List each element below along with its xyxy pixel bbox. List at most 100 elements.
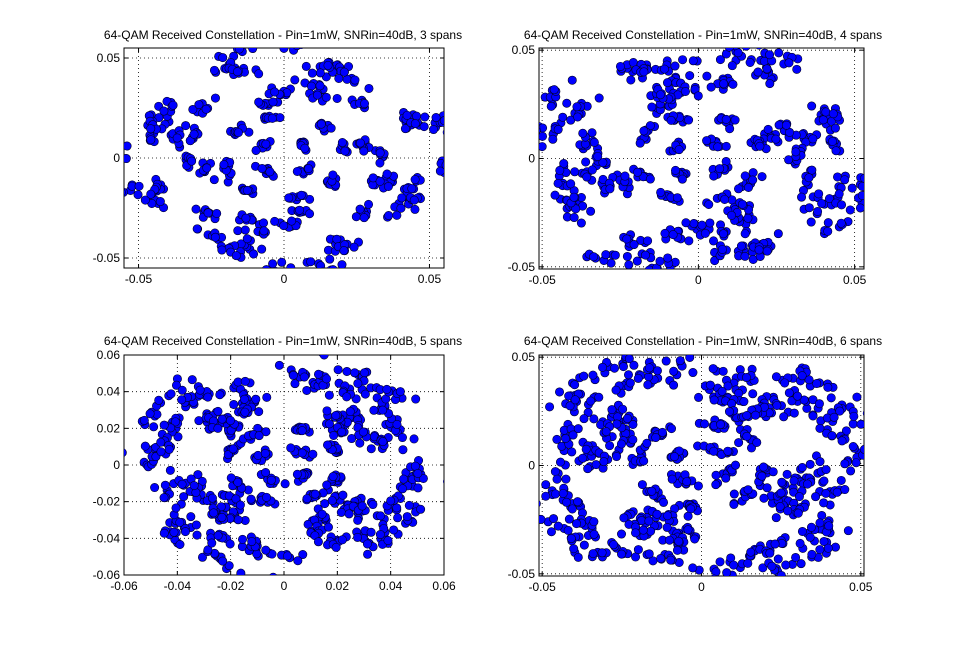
- symbol-point: [806, 522, 816, 532]
- symbol-point: [553, 178, 563, 188]
- symbol-point: [711, 470, 721, 480]
- symbol-point: [177, 479, 187, 489]
- symbol-point: [277, 257, 287, 267]
- symbol-point: [643, 236, 653, 246]
- symbol-point: [755, 48, 763, 50]
- x-tick-label: 0.02: [326, 579, 350, 593]
- symbol-point: [259, 226, 269, 236]
- symbol-point: [581, 444, 591, 454]
- symbol-point: [755, 141, 765, 151]
- symbol-point: [647, 486, 657, 496]
- symbol-point: [336, 507, 346, 517]
- grid: [539, 355, 864, 576]
- symbol-point: [607, 405, 617, 415]
- symbol-point: [359, 368, 369, 378]
- panel-title: 64-QAM Received Constellation - Pin=1mW,…: [104, 28, 462, 42]
- symbol-point: [700, 228, 710, 238]
- symbol-point: [570, 380, 580, 390]
- symbol-point: [829, 412, 839, 422]
- symbol-point: [235, 500, 245, 510]
- symbol-point: [757, 471, 767, 481]
- symbol-point: [213, 406, 223, 416]
- symbol-point: [759, 462, 769, 472]
- symbol-point: [795, 538, 805, 548]
- symbol-point: [274, 360, 284, 370]
- symbol-point: [549, 514, 559, 524]
- symbol-point: [364, 83, 374, 93]
- y-tick-label: -0.06: [93, 568, 121, 582]
- symbol-point: [389, 525, 399, 535]
- symbol-point: [270, 216, 280, 226]
- symbol-point: [848, 419, 858, 429]
- symbol-point: [855, 203, 864, 213]
- symbol-point: [828, 136, 838, 146]
- symbol-point: [261, 468, 271, 478]
- symbol-point: [552, 474, 562, 484]
- symbol-point: [729, 499, 739, 509]
- symbol-point: [808, 134, 818, 144]
- symbol-point: [360, 99, 370, 109]
- symbol-point: [261, 427, 271, 437]
- symbol-point: [782, 469, 792, 479]
- symbol-point: [583, 464, 593, 474]
- symbol-point: [804, 173, 814, 183]
- symbol-point: [758, 563, 768, 573]
- panel-title: 64-QAM Received Constellation - Pin=1mW,…: [104, 334, 462, 348]
- symbol-point: [684, 115, 694, 125]
- symbol-point: [586, 206, 596, 216]
- x-tick-label: 0.06: [432, 579, 456, 593]
- symbol-point: [323, 440, 333, 450]
- symbol-point: [254, 407, 264, 417]
- symbol-point: [416, 504, 426, 514]
- y-tick-label: -0.02: [93, 495, 121, 509]
- symbol-point: [720, 194, 730, 204]
- symbol-point: [358, 427, 368, 437]
- symbol-point: [240, 407, 250, 417]
- symbol-point: [279, 221, 289, 231]
- symbol-point: [721, 141, 731, 151]
- symbol-point: [587, 128, 597, 138]
- symbol-point: [793, 508, 803, 518]
- panel-5-spans: 64-QAM Received Constellation - Pin=1mW,…: [93, 334, 462, 593]
- symbol-point: [741, 373, 751, 383]
- symbol-point: [561, 433, 571, 443]
- symbol-point: [677, 174, 687, 184]
- symbol-point: [742, 411, 752, 421]
- symbol-point: [236, 568, 246, 575]
- symbol-point: [316, 119, 326, 129]
- symbol-point: [254, 431, 264, 441]
- symbol-point: [797, 192, 807, 202]
- symbol-point: [837, 200, 847, 210]
- symbol-point: [439, 116, 444, 126]
- symbol-point: [266, 475, 276, 485]
- symbol-point: [383, 181, 393, 191]
- symbol-point: [558, 112, 568, 122]
- symbol-point: [215, 390, 225, 400]
- symbol-point: [344, 509, 354, 519]
- symbol-point: [404, 500, 414, 510]
- symbol-point: [807, 165, 817, 175]
- symbol-point: [247, 537, 257, 547]
- symbol-point: [705, 218, 715, 228]
- symbol-point: [552, 434, 562, 444]
- symbol-point: [731, 460, 741, 470]
- symbol-point: [633, 545, 643, 555]
- symbol-point: [628, 435, 638, 445]
- symbol-point: [773, 229, 783, 239]
- symbol-point: [783, 506, 793, 516]
- symbol-point: [625, 378, 635, 388]
- symbol-point: [823, 543, 833, 553]
- symbol-point: [818, 115, 828, 125]
- symbol-point: [594, 93, 604, 103]
- symbol-point: [191, 520, 201, 530]
- symbol-point: [260, 448, 270, 458]
- symbol-point: [397, 193, 407, 203]
- symbol-point: [413, 468, 423, 478]
- symbol-point: [398, 484, 408, 494]
- symbol-point: [740, 251, 750, 261]
- symbol-point: [550, 467, 560, 477]
- symbol-point: [718, 229, 728, 239]
- symbol-point: [579, 371, 589, 381]
- symbol-point: [539, 500, 541, 508]
- symbol-point: [539, 131, 540, 136]
